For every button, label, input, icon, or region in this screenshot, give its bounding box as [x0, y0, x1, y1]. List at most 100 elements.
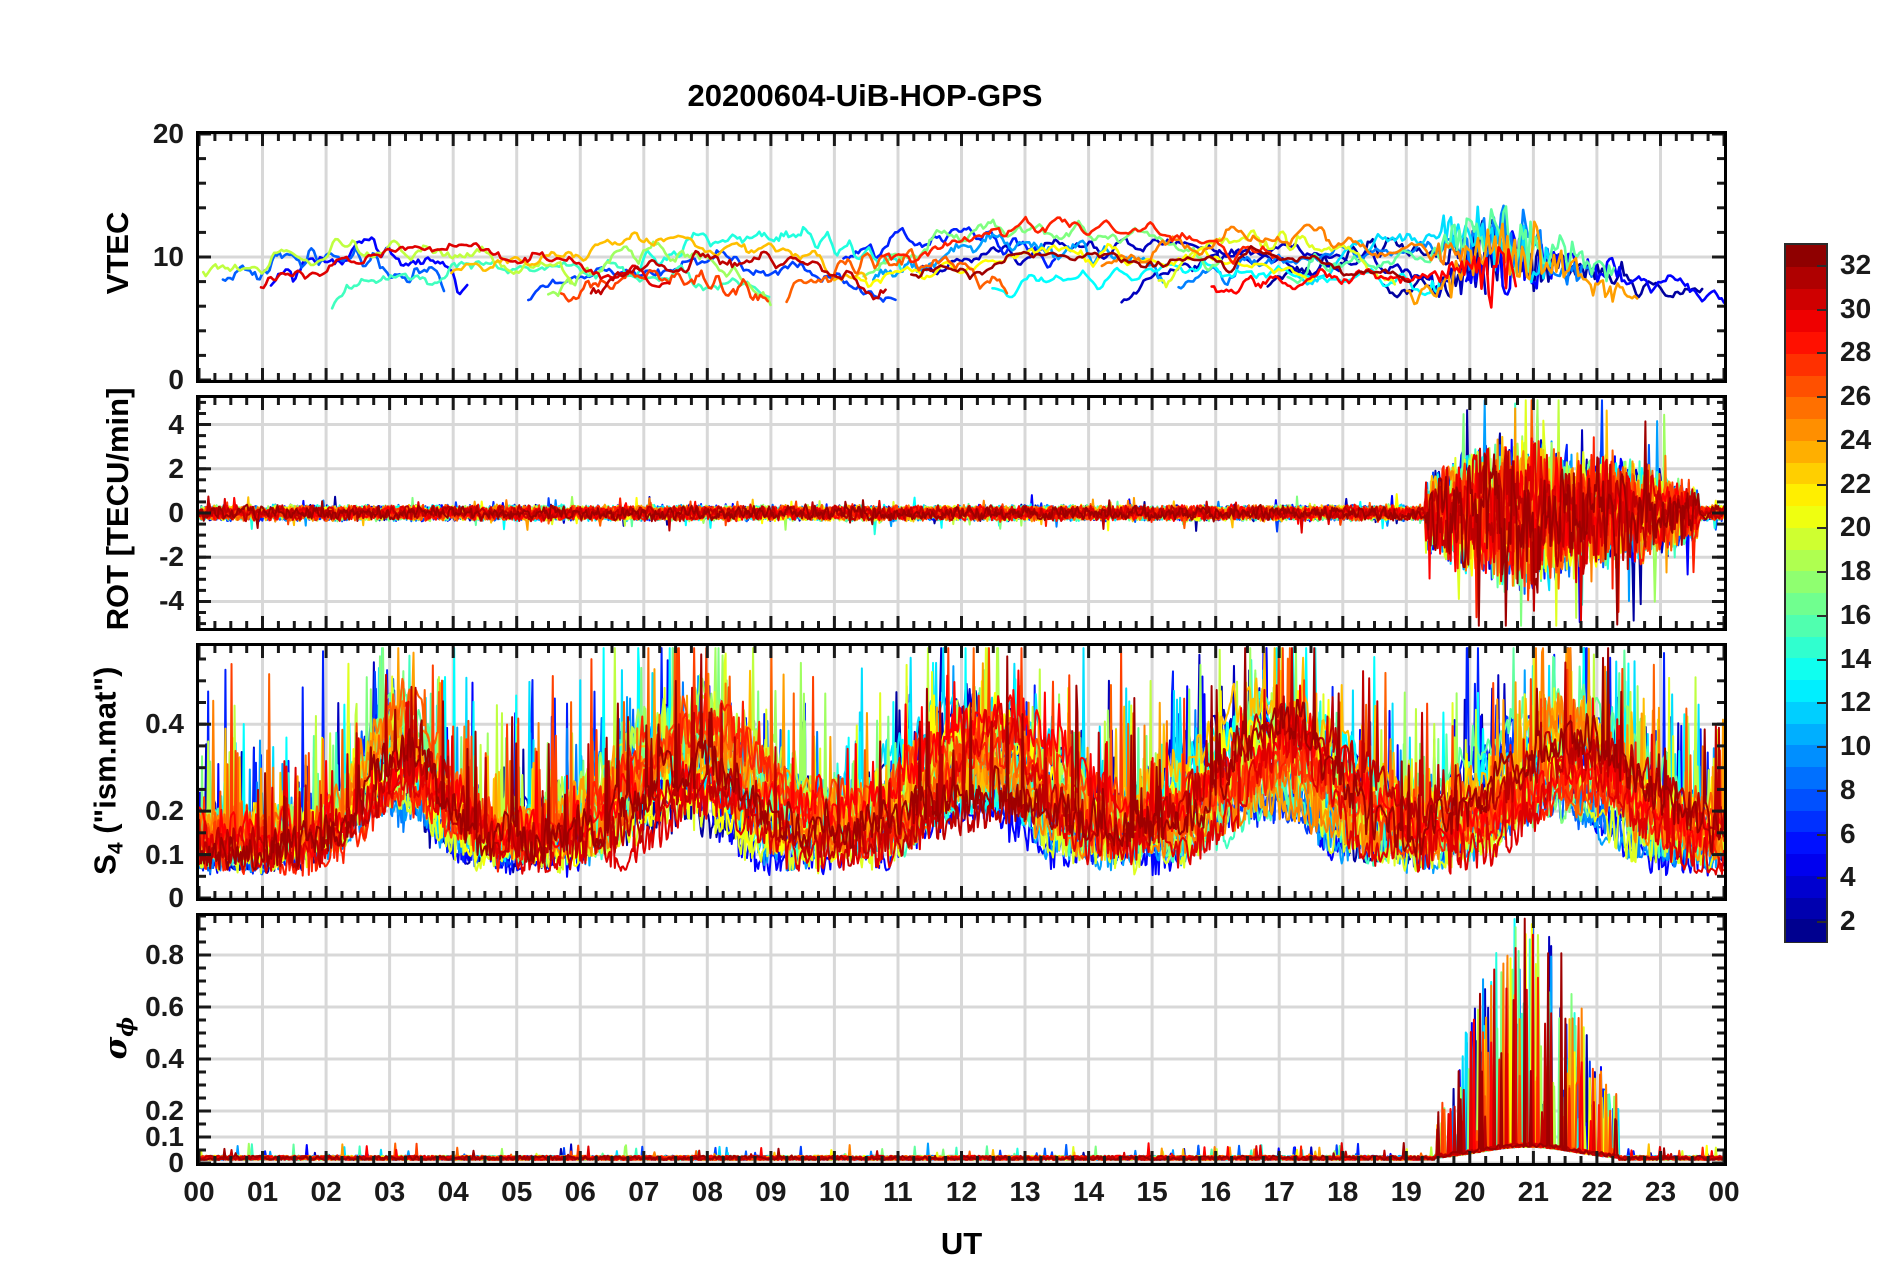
ytick-rot-0: 0 — [168, 497, 184, 528]
colorbar-tickmark — [1817, 614, 1827, 617]
ytick-rot--4: -4 — [159, 585, 184, 617]
ytick-rot--2: -2 — [159, 541, 184, 573]
ytick-rot-4: 4 — [168, 408, 184, 440]
colorbar-tick-18: 18 — [1840, 555, 1872, 587]
colorbar-tickmark — [1817, 746, 1827, 749]
colorbar-tick-8: 8 — [1840, 773, 1856, 805]
colorbar-swatch — [1786, 266, 1826, 290]
colorbar-swatch — [1786, 527, 1826, 551]
colorbar-swatch — [1786, 745, 1826, 769]
colorbar-swatch — [1786, 832, 1826, 856]
ytick-s4-0.2: 0.2 — [145, 795, 184, 827]
colorbar-swatch — [1786, 440, 1826, 464]
colorbar-swatch — [1786, 854, 1826, 878]
colorbar-tickmark — [1817, 352, 1827, 355]
colorbar-swatch — [1786, 767, 1826, 791]
xtick-5: 05 — [501, 1176, 533, 1207]
colorbar-swatch — [1786, 571, 1826, 595]
colorbar-swatch — [1786, 614, 1826, 638]
colorbar-swatch — [1786, 723, 1826, 747]
xtick-18: 18 — [1327, 1176, 1359, 1207]
panel-vtec — [196, 131, 1727, 383]
colorbar-tick-26: 26 — [1840, 380, 1872, 412]
colorbar-swatch — [1786, 875, 1826, 899]
xtick-2: 02 — [310, 1176, 342, 1207]
colorbar-tick-6: 6 — [1840, 817, 1856, 849]
xtick-13: 13 — [1009, 1176, 1041, 1207]
colorbar-tick-4: 4 — [1840, 861, 1856, 893]
colorbar-swatch — [1786, 419, 1826, 443]
xtick-20: 20 — [1454, 1176, 1486, 1207]
colorbar-swatch — [1786, 810, 1826, 834]
ytick-s4-0.1: 0.1 — [145, 838, 184, 870]
colorbar-swatch — [1786, 245, 1826, 269]
xtick-4: 04 — [437, 1176, 469, 1207]
colorbar-tickmark — [1817, 658, 1827, 661]
panel-s4 — [196, 643, 1727, 901]
colorbar-tickmark — [1817, 833, 1827, 836]
colorbar-tickmark — [1817, 439, 1827, 442]
colorbar[interactable] — [1784, 243, 1828, 943]
colorbar-swatch — [1786, 484, 1826, 508]
colorbar-swatch — [1786, 919, 1826, 943]
ytick-vtec-10: 10 — [152, 241, 184, 272]
xtick-1: 01 — [246, 1176, 279, 1207]
xtick-7: 07 — [628, 1176, 660, 1207]
colorbar-swatch — [1786, 593, 1826, 617]
ytick-vtec-0: 0 — [168, 364, 184, 395]
xtick-15: 15 — [1136, 1176, 1168, 1207]
xtick-24: 00 — [1708, 1176, 1740, 1207]
colorbar-tickmark — [1817, 264, 1827, 267]
colorbar-swatch — [1786, 680, 1826, 704]
ytick-sigma_phi-0.4: 0.4 — [145, 1043, 184, 1074]
xtick-11: 11 — [883, 1176, 913, 1207]
xtick-21: 21 — [1517, 1176, 1549, 1207]
colorbar-swatch — [1786, 506, 1826, 530]
ytick-sigma_phi-0: 0 — [168, 1147, 184, 1178]
ytick-sigma_phi-0.8: 0.8 — [145, 939, 184, 970]
colorbar-tick-20: 20 — [1840, 511, 1872, 543]
colorbar-swatch — [1786, 353, 1826, 377]
xtick-10: 10 — [818, 1176, 850, 1207]
colorbar-tickmark — [1817, 921, 1827, 924]
colorbar-tick-24: 24 — [1840, 423, 1872, 455]
colorbar-swatch — [1786, 462, 1826, 486]
colorbar-tickmark — [1817, 571, 1827, 574]
ytick-s4-0: 0 — [168, 882, 184, 913]
colorbar-swatch — [1786, 897, 1826, 921]
ytick-s4-0.4: 0.4 — [145, 708, 184, 740]
colorbar-tickmark — [1817, 527, 1827, 530]
xtick-6: 06 — [564, 1176, 596, 1207]
panel-rot — [196, 395, 1727, 631]
xtick-22: 22 — [1581, 1176, 1613, 1207]
colorbar-tick-28: 28 — [1840, 336, 1872, 368]
colorbar-tick-22: 22 — [1840, 467, 1872, 499]
colorbar-swatch — [1786, 788, 1826, 812]
xtick-19: 19 — [1390, 1176, 1422, 1207]
colorbar-tick-30: 30 — [1840, 292, 1872, 324]
colorbar-swatch — [1786, 397, 1826, 421]
colorbar-tick-16: 16 — [1840, 598, 1872, 630]
colorbar-tickmark — [1817, 396, 1827, 399]
xtick-23: 23 — [1644, 1176, 1677, 1207]
xtick-9: 09 — [755, 1176, 787, 1207]
colorbar-swatch — [1786, 658, 1826, 682]
colorbar-tick-14: 14 — [1840, 642, 1872, 674]
colorbar-swatch — [1786, 549, 1826, 573]
colorbar-swatch — [1786, 310, 1826, 334]
colorbar-tickmark — [1817, 308, 1827, 311]
panel-sigma-phi-ylabel: σϕ — [98, 958, 138, 1118]
xtick-12: 12 — [945, 1176, 978, 1207]
x-axis-label: UT — [940, 1226, 983, 1261]
xtick-0: 00 — [183, 1176, 215, 1207]
colorbar-tick-32: 32 — [1840, 248, 1872, 280]
figure-title: 20200604-UiB-HOP-GPS — [687, 78, 1043, 113]
ytick-vtec-20: 20 — [152, 118, 184, 149]
colorbar-swatch — [1786, 701, 1826, 725]
colorbar-tickmark — [1817, 877, 1827, 880]
panel-sigma-phi — [196, 913, 1727, 1166]
colorbar-tick-2: 2 — [1840, 905, 1856, 937]
colorbar-tickmark — [1817, 702, 1827, 705]
xtick-3: 03 — [374, 1176, 406, 1207]
